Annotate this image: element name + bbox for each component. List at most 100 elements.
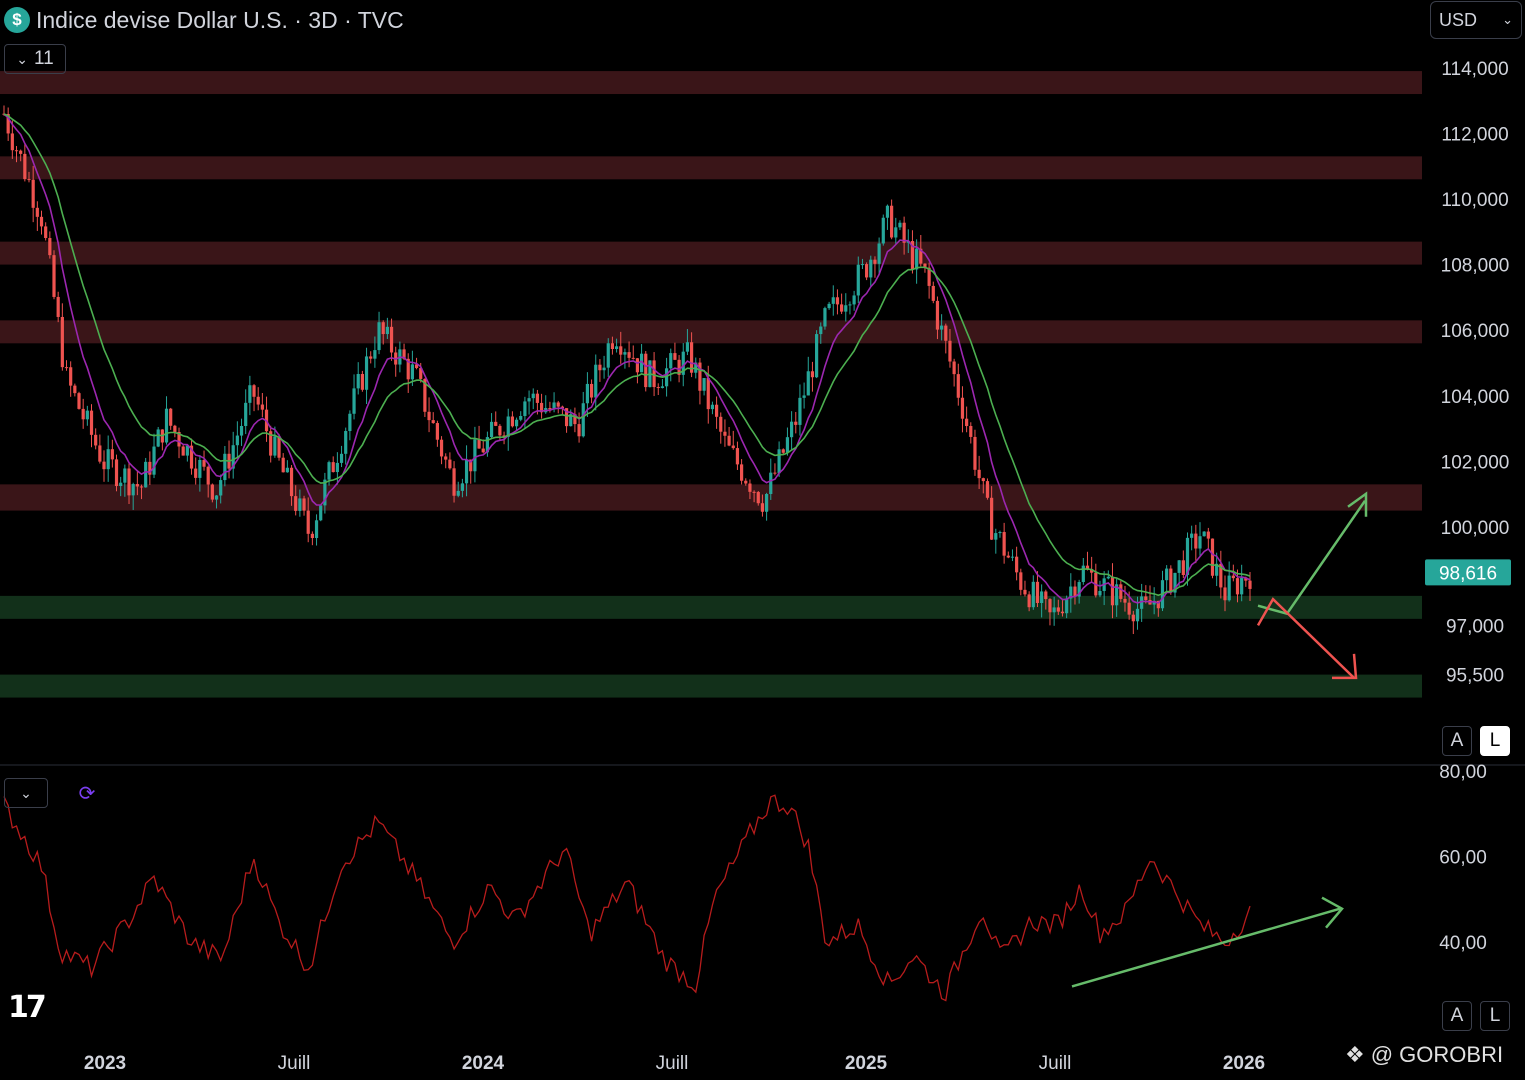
rsi-tick-label: 60,00 — [1439, 848, 1487, 869]
candle-body — [52, 255, 56, 297]
candle-body — [419, 368, 423, 379]
candle-body — [177, 431, 181, 447]
candle-body — [744, 480, 748, 484]
candle-body — [931, 285, 935, 301]
resistance-zone — [0, 71, 1422, 95]
candle-body — [506, 416, 510, 437]
candle-body — [31, 179, 35, 208]
candle-body — [331, 462, 335, 473]
candle-body — [1227, 575, 1231, 601]
candle-body — [381, 322, 385, 335]
candle-body — [819, 326, 823, 335]
candle-body — [727, 435, 731, 446]
candle-body — [498, 425, 502, 436]
candle-body — [602, 367, 606, 371]
candle-body — [865, 264, 869, 278]
candle-body — [1006, 555, 1010, 558]
candle-body — [523, 401, 527, 417]
candle-body — [202, 459, 206, 467]
candle-body — [969, 426, 973, 437]
candle-body — [623, 352, 627, 355]
candle-body — [39, 216, 44, 227]
price-tick-label: 110,000 — [1441, 190, 1508, 211]
candle-body — [1035, 581, 1040, 603]
candle-body — [977, 469, 981, 479]
price-tick-label: 97,000 — [1446, 616, 1504, 637]
candle-body — [348, 413, 352, 432]
resistance-zone — [0, 241, 1422, 265]
candle-body — [298, 498, 302, 511]
candle-body — [981, 478, 985, 482]
candle-body — [910, 241, 915, 270]
binance-icon: ❖ — [1345, 1042, 1365, 1067]
arrow-down-head — [1332, 653, 1358, 680]
candle-body — [310, 533, 314, 539]
candle-body — [473, 439, 477, 472]
candle-body — [606, 343, 610, 368]
candle-body — [377, 322, 381, 351]
arrow-down-line — [1256, 597, 1355, 679]
candle-body — [1190, 533, 1194, 538]
candle-body — [189, 445, 194, 469]
price-axis[interactable]: 114,000 112,000 110,000 108,000 106,000 104,0… — [1425, 59, 1511, 687]
candle-body — [752, 491, 756, 493]
candles-layer — [2, 105, 1252, 635]
time-tick-label: Juill — [656, 1053, 689, 1074]
candle-body — [431, 420, 435, 424]
candle-body — [306, 510, 310, 534]
symbol-header[interactable]: $ Indice devise Dollar U.S. · 3D · TVC — [4, 4, 404, 36]
currency-value: USD — [1439, 9, 1478, 30]
candle-body — [252, 385, 256, 397]
chevron-down-icon: ⌄ — [20, 784, 32, 801]
candle-body — [1140, 596, 1144, 609]
candle-body — [890, 205, 894, 238]
candle-body — [1202, 531, 1206, 537]
candle-body — [1215, 563, 1219, 576]
candle-body — [139, 486, 144, 488]
candle-body — [539, 402, 544, 413]
candle-body — [56, 296, 60, 317]
candle-body — [1244, 577, 1248, 581]
rsi-collapse-button[interactable]: ⌄ — [4, 778, 48, 808]
candle-body — [1231, 575, 1235, 579]
symbol-title: Indice devise Dollar U.S. · 3D · TVC — [36, 6, 404, 33]
candle-body — [1031, 581, 1035, 608]
candle-body — [385, 326, 389, 335]
indicators-collapse-button[interactable]: ⌄ 11 — [4, 44, 66, 74]
candle-body — [181, 446, 185, 456]
candle-body — [73, 385, 77, 394]
candle-body — [110, 449, 114, 460]
candle-body — [144, 461, 148, 488]
candle-body — [1044, 591, 1048, 600]
time-axis[interactable]: 2023 Juill 2024 Juill 2025 Juill 2026 — [84, 1053, 1265, 1074]
candle-body — [702, 378, 706, 391]
candle-body — [1210, 538, 1215, 576]
candle-body — [681, 351, 685, 375]
candle-body — [860, 264, 865, 266]
currency-select[interactable]: USD ⌄ — [1430, 1, 1522, 39]
candle-body — [344, 431, 348, 454]
time-tick-label: 2025 — [845, 1053, 888, 1074]
candle-body — [589, 383, 594, 398]
support-zone — [0, 674, 1422, 698]
sync-icon[interactable]: ⟳ — [78, 782, 96, 805]
candle-body — [948, 340, 952, 362]
auto-scale-button[interactable]: A — [1442, 726, 1472, 756]
candle-body — [673, 353, 677, 360]
rsi-log-scale-button[interactable]: L — [1480, 1001, 1510, 1031]
rsi-line — [3, 794, 1251, 1002]
chevron-down-icon: ⌄ — [16, 50, 28, 67]
rsi-auto-scale-button[interactable]: A — [1442, 1001, 1472, 1031]
candle-body — [219, 480, 223, 496]
candle-body — [698, 362, 702, 391]
candle-body — [769, 472, 773, 494]
candle-body — [827, 303, 831, 309]
candle-body — [98, 445, 102, 462]
candle-body — [510, 416, 515, 427]
log-scale-button[interactable]: L — [1480, 726, 1510, 756]
candle-body — [823, 308, 827, 327]
dollar-icon: $ — [4, 7, 30, 33]
candle-body — [1048, 599, 1052, 613]
candle-body — [531, 393, 535, 399]
